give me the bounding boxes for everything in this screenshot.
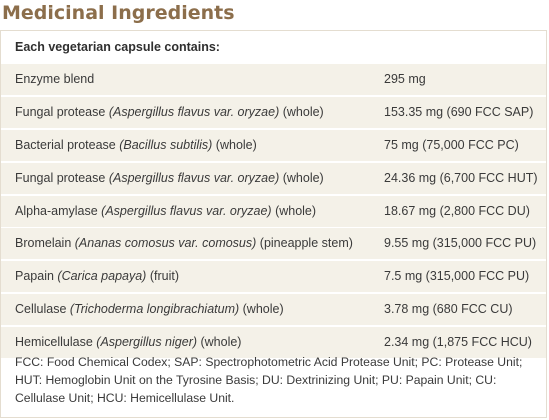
ingredient-name: Bacterial protease (Bacillus subtilis) (… xyxy=(15,137,257,152)
table-row: Bacterial protease (Bacillus subtilis) (… xyxy=(1,129,546,161)
ingredient-name: Fungal protease (Aspergillus flavus var.… xyxy=(15,170,324,185)
ingredient-name: Cellulase (Trichoderma longibrachiatum) … xyxy=(15,302,284,317)
ingredient-amount: 153.35 mg (690 FCC SAP) xyxy=(384,104,534,119)
page-title: Medicinal Ingredients xyxy=(2,2,235,24)
table-row: Fungal protease (Aspergillus flavus var.… xyxy=(1,162,546,194)
table-row: Cellulase (Trichoderma longibrachiatum) … xyxy=(1,294,546,326)
ingredient-name: Hemicellulase (Aspergillus niger) (whole… xyxy=(15,335,242,350)
ingredient-amount: 24.36 mg (6,700 FCC HUT) xyxy=(384,170,538,185)
ingredient-amount: 295 mg xyxy=(384,72,426,86)
ingredient-amount: 75 mg (75,000 FCC PC) xyxy=(384,137,519,152)
abbreviations-footnote: FCC: Food Chemical Codex; SAP: Spectroph… xyxy=(15,355,523,405)
ingredient-amount: 3.78 mg (680 FCC CU) xyxy=(384,302,513,317)
table-row: Papain (Carica papaya) (fruit) 7.5 mg (3… xyxy=(1,261,546,293)
table-row: Fungal protease (Aspergillus flavus var.… xyxy=(1,96,546,128)
table-row: Alpha-amylase (Aspergillus flavus var. o… xyxy=(1,195,546,227)
table-row: Hemicellulase (Aspergillus niger) (whole… xyxy=(1,327,546,359)
ingredients-panel: Each vegetarian capsule contains: Enzyme… xyxy=(0,30,547,418)
ingredient-name: Papain (Carica papaya) (fruit) xyxy=(15,269,179,284)
table-row: Enzyme blend 295 mg xyxy=(1,64,546,95)
ingredient-amount: 18.67 mg (2,800 FCC DU) xyxy=(384,203,530,218)
ingredient-amount: 7.5 mg (315,000 FCC PU) xyxy=(384,269,530,284)
ingredient-amount: 2.34 mg (1,875 FCC HCU) xyxy=(384,335,532,350)
ingredients-table: Enzyme blend 295 mg Fungal protease (Asp… xyxy=(1,63,546,360)
table-row: Bromelain (Ananas comosus var. comosus) … xyxy=(1,228,546,260)
ingredient-name: Alpha-amylase (Aspergillus flavus var. o… xyxy=(15,203,317,218)
ingredient-amount: 9.55 mg (315,000 FCC PU) xyxy=(384,236,537,251)
ingredient-name: Fungal protease (Aspergillus flavus var.… xyxy=(15,104,324,119)
capsule-intro: Each vegetarian capsule contains: xyxy=(1,31,546,63)
ingredient-name: Enzyme blend xyxy=(15,72,95,86)
ingredient-name: Bromelain (Ananas comosus var. comosus) … xyxy=(15,236,353,251)
